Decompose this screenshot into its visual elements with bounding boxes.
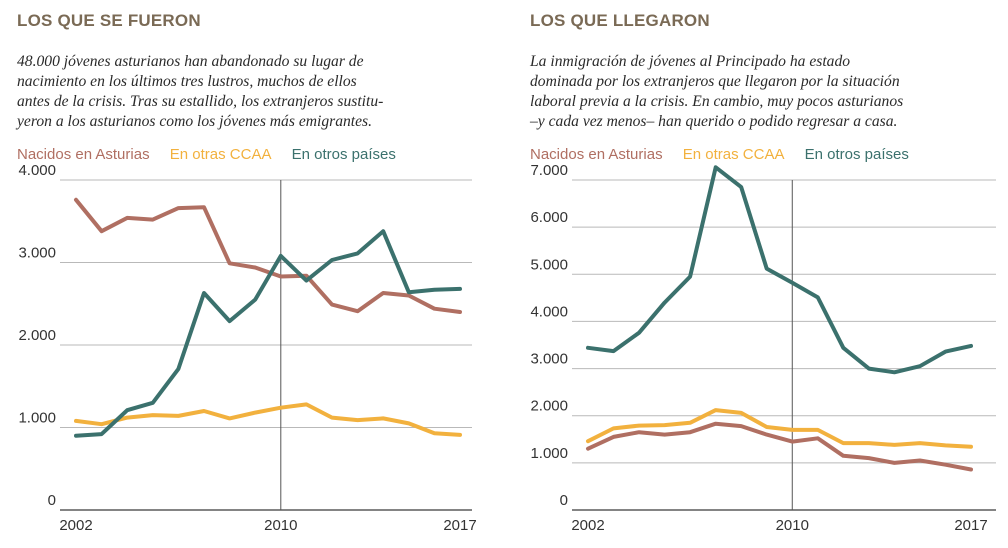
x-tick-label: 2017 [443,517,476,534]
right-panel: 0 1.000 2.000 3.000 4.000 5.000 6.000 7.000 2002… [512,0,1008,548]
y-tick-label: 5.000 [530,256,568,273]
legend-item-paises: En otros países [804,146,909,163]
series-line-paises [74,229,462,438]
x-tick-label: 2010 [264,517,297,534]
y-tick-label: 2.000 [18,327,56,344]
description-line: 48.000 jóvenes asturianos han abandonado… [17,53,364,70]
legend-item-ccaa: En otras CCAA [682,146,785,163]
description-line: laboral previa a la crisis. En cambio, m… [530,93,904,110]
y-tick-label: 3.000 [530,351,568,368]
series-line-ccaa [586,408,973,449]
x-tick-label: 2002 [571,517,604,534]
series-line-ccaa [74,402,462,437]
chart-title: LOS QUE SE FUERON [17,11,201,30]
series-line-paises [586,165,973,375]
y-tick-label: 4.000 [18,162,56,179]
x-tick-label: 2010 [776,517,809,534]
y-tick-label: 1.000 [530,445,568,462]
chart-description: 48.000 jóvenes asturianos han abandonado… [17,52,383,132]
description-line: dominada por los extranjeros que llegaro… [530,73,900,90]
series-line-asturias [586,421,973,472]
y-tick-label: 1.000 [18,410,56,427]
legend-item-paises: En otros países [291,146,396,163]
y-tick-label: 3.000 [18,245,56,262]
y-tick-label: 0 [48,492,56,509]
chart-emigration: 0 1.000 2.000 3.000 4.000 2002 2010 2017 [18,162,476,534]
y-tick-label: 4.000 [530,303,568,320]
chart-description: La inmigración de jóvenes al Principado … [530,52,903,132]
legend-item-asturias: Nacidos en Asturias [17,146,150,163]
y-tick-label: 0 [560,492,568,509]
chart-title: LOS QUE LLEGARON [530,11,710,30]
description-line: yeron a los asturianos como los jóvenes … [17,113,373,130]
series-line-asturias [74,197,462,314]
description-line: antes de la crisis. Tras su estallido, l… [17,93,384,110]
chart-immigration: 0 1.000 2.000 3.000 4.000 5.000 6.000 7.000 2002… [530,162,996,534]
y-tick-label: 6.000 [530,209,568,226]
legend: Nacidos en Asturias En otras CCAA En otr… [530,146,925,163]
description-line: –y cada vez menos– han querido o podido … [530,113,898,130]
y-tick-label: 7.000 [530,162,568,179]
x-tick-label: 2017 [954,517,987,534]
description-line: La inmigración de jóvenes al Principado … [530,53,851,70]
legend: Nacidos en Asturias En otras CCAA En otr… [17,146,412,163]
legend-item-asturias: Nacidos en Asturias [530,146,663,163]
y-tick-label: 2.000 [530,398,568,415]
description-line: nacimiento en los últimos tres lustros, … [17,73,357,90]
legend-item-ccaa: En otras CCAA [169,146,272,163]
left-panel: 0 1.000 2.000 3.000 4.000 2002 2010 2017 LOS QU… [0,0,500,548]
x-tick-label: 2002 [59,517,92,534]
